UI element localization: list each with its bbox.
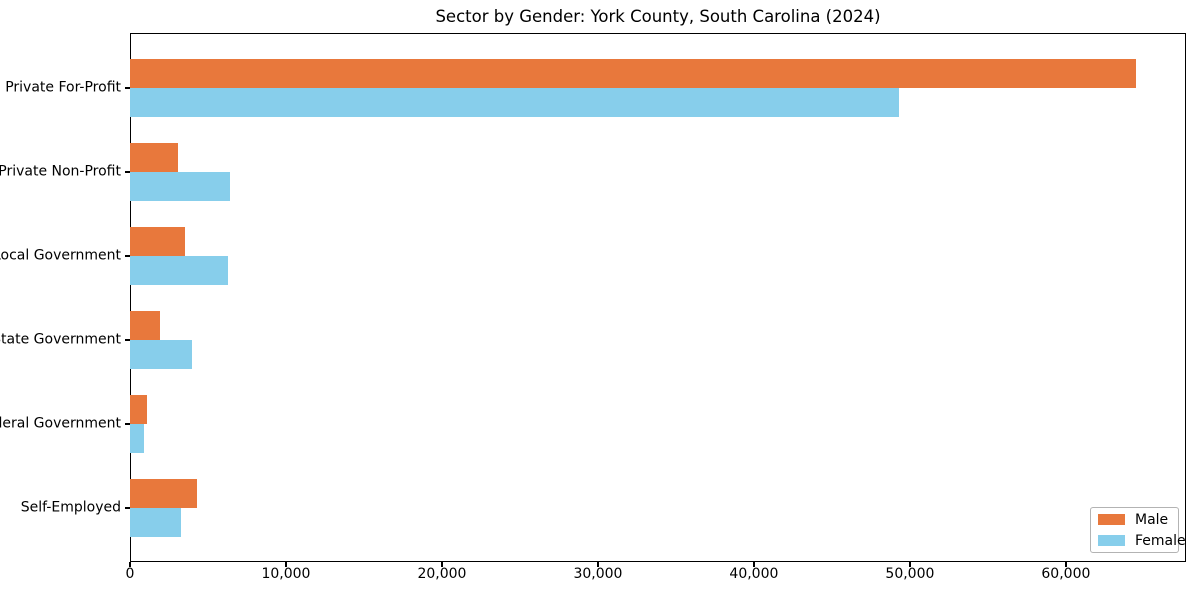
x-axis-tick: [129, 562, 131, 567]
legend-entry-male: Male: [1098, 513, 1171, 527]
x-axis-tick-label: 20,000: [417, 566, 467, 582]
x-axis-tick: [597, 562, 599, 567]
chart-title: Sector by Gender: York County, South Car…: [435, 7, 881, 26]
bar-male-2: [130, 143, 179, 172]
bar-female-6: [130, 508, 182, 537]
bar-male-3: [130, 227, 185, 256]
bar-female-5: [130, 424, 145, 453]
x-axis-tick: [285, 562, 287, 567]
legend-label-male: Male: [1135, 511, 1169, 528]
bar-male-6: [130, 479, 198, 508]
y-axis-label: Federal Government: [0, 415, 121, 432]
y-axis-tick: [125, 507, 130, 509]
legend-label-female: Female: [1135, 532, 1186, 549]
y-axis-tick: [125, 423, 130, 425]
bar-male-5: [130, 395, 148, 424]
y-axis-label: Private Non-Profit: [0, 163, 121, 180]
legend: Male Female: [1090, 507, 1186, 553]
bar-male-4: [130, 311, 160, 340]
plot-area: [130, 33, 1186, 562]
x-axis-tick-label: 60,000: [1041, 566, 1091, 582]
y-axis-tick: [125, 255, 130, 257]
x-axis-tick: [909, 562, 911, 567]
legend-swatch-male: [1098, 514, 1125, 525]
y-axis-label: Self-Employed: [20, 499, 121, 516]
y-axis-tick: [125, 339, 130, 341]
bar-female-4: [130, 340, 193, 369]
x-axis-tick: [753, 562, 755, 567]
x-axis-tick-label: 30,000: [573, 566, 623, 582]
bar-female-3: [130, 256, 229, 285]
x-axis-tick-label: 10,000: [261, 566, 311, 582]
x-axis-tick-label: 40,000: [729, 566, 779, 582]
y-axis-label: Local Government: [0, 247, 121, 264]
bar-female-2: [130, 172, 230, 201]
x-axis-tick-label: 0: [125, 566, 135, 582]
y-axis-tick: [125, 87, 130, 89]
bar-female-1: [130, 88, 899, 117]
legend-swatch-female: [1098, 535, 1125, 546]
legend-entry-female: Female: [1098, 534, 1186, 548]
x-axis-tick: [1065, 562, 1067, 567]
y-axis-label: State Government: [0, 331, 121, 348]
bar-male-1: [130, 59, 1137, 88]
y-axis-label: Private For-Profit: [5, 79, 121, 96]
x-axis-tick: [441, 562, 443, 567]
x-axis-tick-label: 50,000: [885, 566, 935, 582]
y-axis-tick: [125, 171, 130, 173]
